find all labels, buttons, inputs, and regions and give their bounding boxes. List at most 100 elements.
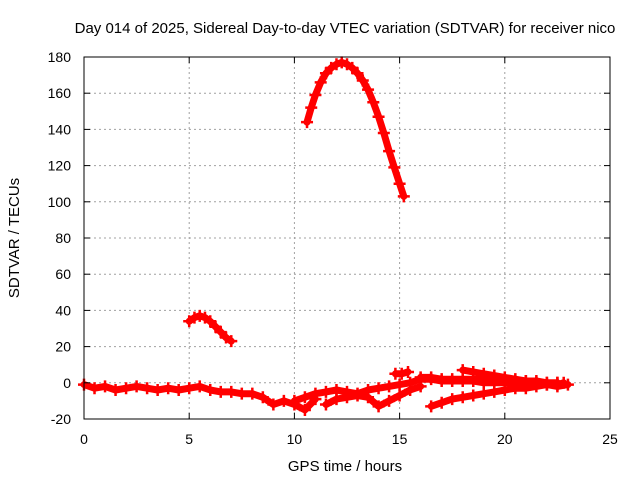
- y-tick-label: 140: [48, 121, 72, 137]
- y-tick-label: 40: [55, 302, 71, 318]
- data-point: [372, 382, 385, 395]
- grid-lines: [84, 57, 610, 419]
- data-point: [362, 391, 375, 404]
- data-point: [488, 385, 501, 398]
- data-point: [393, 389, 406, 402]
- data-point: [204, 315, 217, 328]
- x-axis-label: GPS time / hours: [288, 458, 402, 475]
- data-point: [393, 378, 406, 391]
- data-point: [435, 396, 448, 409]
- data-point: [151, 384, 164, 397]
- data-point: [519, 374, 532, 387]
- x-tick-label: 0: [80, 431, 88, 447]
- series-baseline-track-c: [319, 380, 427, 413]
- data-point: [456, 373, 469, 386]
- x-tick-label: 20: [497, 431, 513, 447]
- data-point: [383, 380, 396, 393]
- data-point: [319, 398, 332, 411]
- series-arc-low: [183, 309, 238, 348]
- data-point: [120, 382, 133, 395]
- data-point: [319, 67, 332, 80]
- y-tick-label: 120: [48, 158, 72, 174]
- data-point: [277, 394, 290, 407]
- data-point: [214, 326, 227, 339]
- data-point: [225, 385, 238, 398]
- data-point: [109, 384, 122, 397]
- data-point: [309, 89, 322, 102]
- data-points: [78, 56, 574, 416]
- data-point: [509, 374, 522, 387]
- data-point: [551, 376, 564, 389]
- data-point: [477, 387, 490, 400]
- data-point: [395, 367, 408, 380]
- plot-frame: [83, 56, 611, 420]
- y-tick-label: 100: [48, 194, 72, 210]
- y-tick-label: 180: [48, 49, 72, 65]
- data-point: [372, 110, 385, 123]
- data-point: [301, 116, 314, 129]
- data-point: [356, 74, 369, 87]
- data-point: [235, 387, 248, 400]
- data-point: [397, 190, 410, 203]
- data-point: [88, 382, 101, 395]
- y-tick-label: 80: [55, 230, 71, 246]
- data-point: [214, 385, 227, 398]
- data-point: [435, 373, 448, 386]
- data-point: [183, 382, 196, 395]
- data-point: [393, 177, 406, 190]
- data-point: [367, 96, 380, 109]
- data-point: [314, 76, 327, 89]
- data-point: [561, 378, 574, 391]
- y-tick-label: 160: [48, 85, 72, 101]
- data-point: [530, 374, 543, 387]
- data-point: [425, 400, 438, 413]
- data-point: [540, 376, 553, 389]
- data-point: [335, 56, 348, 69]
- series-baseline-track-f: [414, 371, 564, 389]
- data-point: [193, 380, 206, 393]
- data-point: [414, 371, 427, 384]
- data-point: [351, 389, 364, 402]
- data-point: [404, 384, 417, 397]
- data-point: [351, 67, 364, 80]
- data-point: [209, 320, 222, 333]
- data-point: [141, 382, 154, 395]
- series-baseline-track-a: [78, 378, 322, 416]
- data-point: [477, 373, 490, 386]
- data-point: [256, 391, 269, 404]
- data-point: [467, 373, 480, 386]
- data-point: [298, 403, 311, 416]
- data-point: [346, 61, 359, 74]
- data-point: [388, 161, 401, 174]
- data-point: [298, 391, 311, 404]
- x-tick-label: 15: [392, 431, 408, 447]
- y-tick-label: -20: [51, 411, 71, 427]
- series-short-segment: [389, 365, 415, 380]
- data-point: [225, 335, 238, 348]
- data-point: [362, 83, 375, 96]
- data-point: [402, 365, 415, 378]
- data-point: [162, 382, 175, 395]
- data-point: [204, 384, 217, 397]
- data-point: [341, 391, 353, 404]
- data-point: [319, 385, 332, 398]
- data-point: [498, 374, 511, 387]
- data-point: [99, 380, 112, 393]
- x-tick-label: 10: [287, 431, 303, 447]
- data-point: [188, 311, 201, 324]
- data-point: [305, 101, 318, 114]
- y-tick-label: 20: [55, 339, 71, 355]
- chart-title: Day 014 of 2025, Sidereal Day-to-day VTE…: [75, 20, 616, 37]
- data-point: [246, 387, 259, 400]
- data-point: [288, 394, 301, 407]
- data-point: [446, 393, 459, 406]
- data-point: [377, 127, 390, 140]
- data-point: [456, 391, 469, 404]
- data-point: [488, 374, 501, 387]
- data-point: [330, 393, 343, 406]
- data-point: [309, 387, 322, 400]
- data-point: [267, 398, 280, 411]
- data-point: [425, 371, 438, 384]
- x-tick-label: 5: [185, 431, 193, 447]
- data-point: [467, 389, 480, 402]
